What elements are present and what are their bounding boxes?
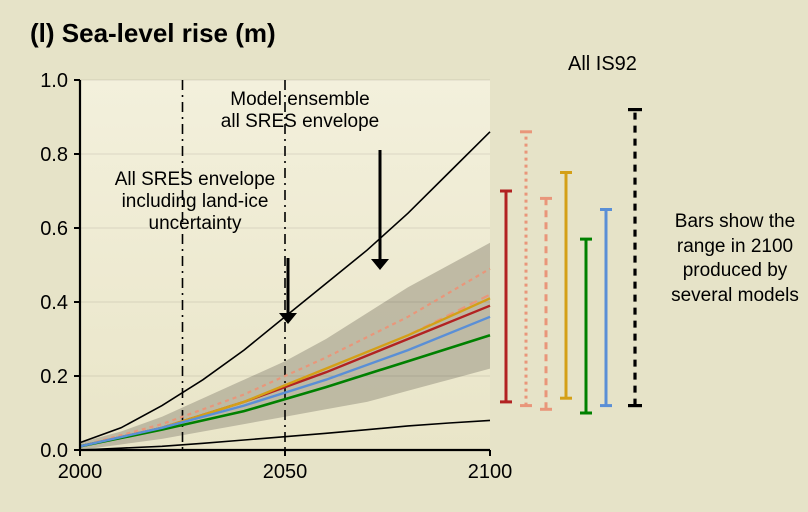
- ytick-label: 0.2: [40, 366, 68, 388]
- range-bar-A1B: [500, 191, 512, 402]
- range-bar-A2: [560, 173, 572, 399]
- is92-label: All IS92: [568, 53, 637, 75]
- ytick-label: 0.6: [40, 218, 68, 240]
- range-bar-A1FI: [540, 198, 552, 409]
- annotation-land-ice-line0: All SRES envelope: [115, 169, 276, 190]
- range-bar-B2: [600, 210, 612, 406]
- ytick-label: 1.0: [40, 70, 68, 92]
- annotation-land-ice-line2: uncertainty: [149, 213, 242, 234]
- range-bar-B1: [580, 239, 592, 413]
- xtick-label: 2050: [263, 461, 308, 483]
- chart-title: (l) Sea-level rise (m): [30, 18, 276, 49]
- side-caption: Bars show therange in 2100produced bysev…: [665, 210, 805, 309]
- ytick-label: 0.0: [40, 440, 68, 462]
- annotation-model-ensemble-line0: Model ensemble: [230, 89, 369, 110]
- range-bar-is92: [628, 110, 642, 406]
- ytick-label: 0.8: [40, 144, 68, 166]
- annotation-land-ice-line1: including land-ice: [122, 191, 269, 212]
- ytick-label: 0.4: [40, 292, 68, 314]
- range-bar-A1T: [520, 132, 532, 406]
- xtick-label: 2000: [58, 461, 103, 483]
- xtick-label: 2100: [468, 461, 513, 483]
- annotation-model-ensemble-line1: all SRES envelope: [221, 111, 379, 132]
